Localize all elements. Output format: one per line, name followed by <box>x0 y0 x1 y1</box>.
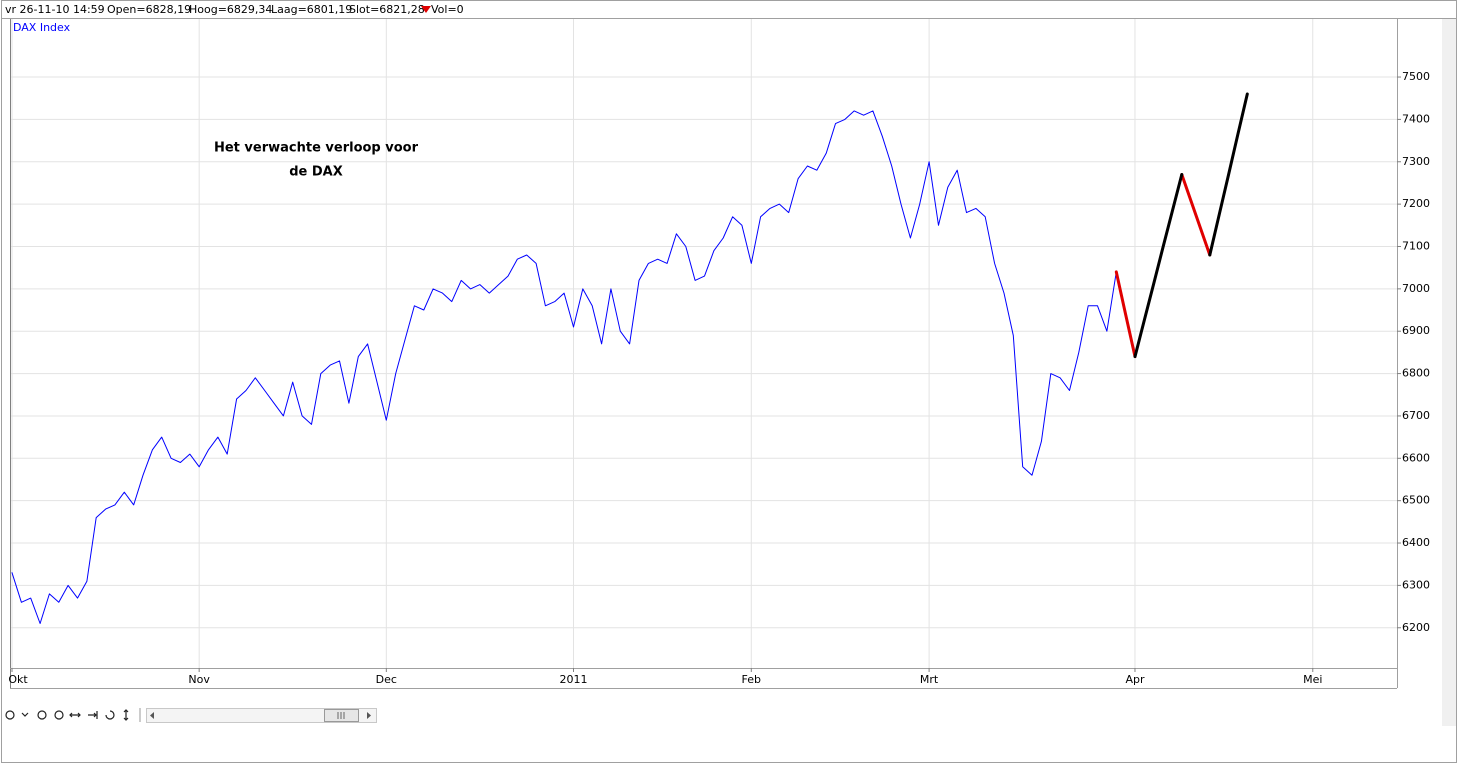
instrument-label: DAX Index <box>13 21 71 34</box>
y-tick-label: 6200 <box>1402 621 1430 634</box>
info-bar: vr 26-11-10 14:59 Open=6828,19 Hoog=6829… <box>5 3 464 16</box>
marks <box>11 92 1249 624</box>
info-date: vr 26-11-10 14:59 <box>5 3 105 16</box>
plot-area <box>10 19 1397 668</box>
scrollbar <box>146 708 377 723</box>
x-tick-label: Dec <box>376 673 397 686</box>
y-tick-label: 6700 <box>1402 409 1430 422</box>
grid <box>11 19 1401 672</box>
dropdown-icon[interactable] <box>21 712 29 717</box>
scroll-left[interactable] <box>150 712 154 719</box>
price-line <box>11 110 1117 624</box>
end-icon[interactable] <box>88 711 98 719</box>
x-tick-label: 2011 <box>559 673 587 686</box>
fit-icon[interactable] <box>69 712 81 718</box>
y-tick-label: 6800 <box>1402 367 1430 380</box>
x-tick-label: Mrt <box>920 673 939 686</box>
x-tick-label: Okt <box>8 673 28 686</box>
price-line <box>1114 173 1212 359</box>
y-tick-label: 6300 <box>1402 578 1430 591</box>
y-tick-label: 7400 <box>1402 112 1430 125</box>
info-low: Laag=6801,19 <box>271 3 352 16</box>
info-close: Slot=6821,28 <box>349 3 425 16</box>
y-tick-label: 6400 <box>1402 536 1430 549</box>
y-tick-label: 7100 <box>1402 239 1430 252</box>
x-tick-label: Apr <box>1125 673 1145 686</box>
zoom-out-icon[interactable] <box>54 710 64 720</box>
scroll-track[interactable] <box>146 708 377 723</box>
zoom-icon[interactable] <box>5 710 15 720</box>
y-tick-label: 7300 <box>1402 155 1430 168</box>
y-tick-label: 7000 <box>1402 282 1430 295</box>
price-line <box>1133 92 1249 359</box>
scroll-grip <box>337 712 345 719</box>
x-tick-label: Nov <box>188 673 210 686</box>
scroll-right[interactable] <box>367 712 371 719</box>
y-tick-label: 6500 <box>1402 494 1430 507</box>
reset-icon[interactable] <box>105 710 115 720</box>
annotation: de DAX <box>289 165 343 180</box>
x-tick-label: Mei <box>1303 673 1322 686</box>
x-tick-label: Feb <box>742 673 761 686</box>
y-tick-label: 6600 <box>1402 451 1430 464</box>
y-tick-label: 7500 <box>1402 70 1430 83</box>
zoom-in-icon[interactable] <box>37 710 47 720</box>
y-tick-label: 6900 <box>1402 324 1430 337</box>
info-volume: Vol=0 <box>431 3 464 16</box>
side-panel <box>1442 19 1456 726</box>
down-arrow-icon <box>421 6 431 13</box>
y-tick-label: 7200 <box>1402 197 1430 210</box>
toolbar <box>5 708 141 722</box>
info-open: Open=6828,19 <box>107 3 191 16</box>
annotation: Het verwachte verloop voor <box>214 141 419 156</box>
vertical-icon[interactable] <box>123 709 129 721</box>
info-high: Hoog=6829,34 <box>189 3 272 16</box>
